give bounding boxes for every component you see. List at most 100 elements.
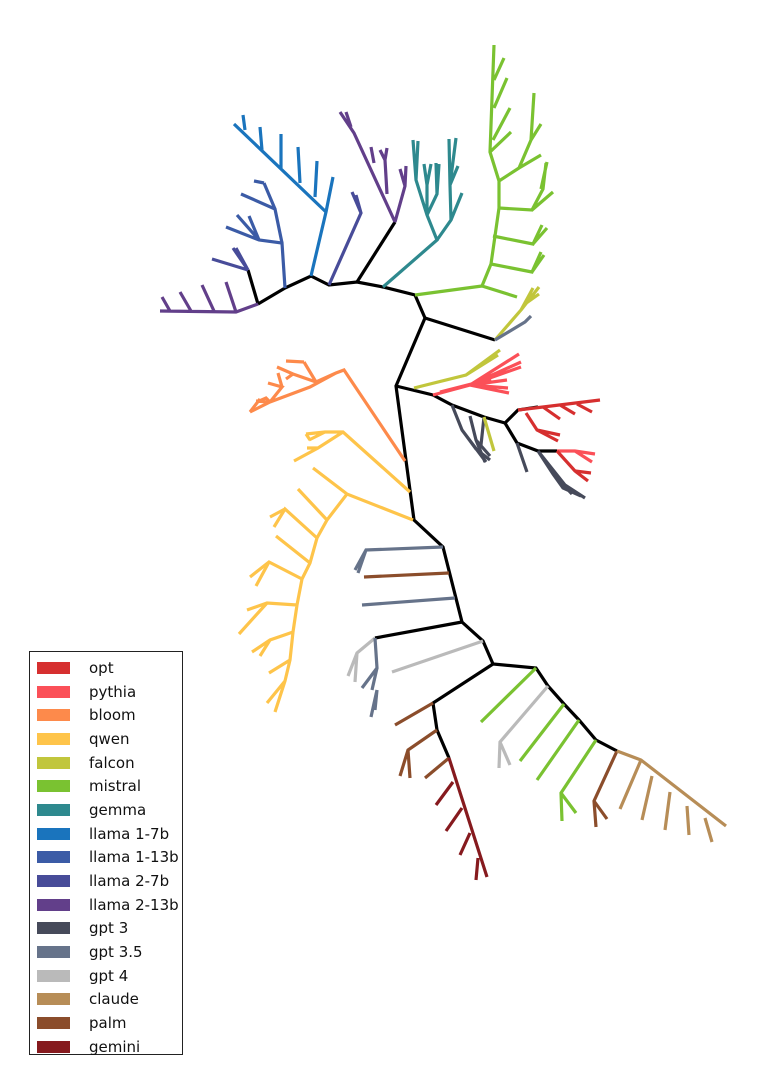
tree-branch: [159, 281, 259, 314]
tree-branch: [327, 191, 363, 286]
legend-swatch: [37, 1040, 70, 1053]
tree-branch: [232, 114, 335, 277]
tree-branch: [497, 684, 550, 769]
tree-branch: [338, 111, 408, 223]
tree-branch: [346, 636, 377, 683]
tree-branch: [413, 348, 501, 390]
legend-item: gemma: [30, 798, 182, 822]
tree-branch: [494, 314, 533, 342]
legend-swatch: [37, 732, 70, 745]
legend-label: pythia: [89, 682, 137, 701]
tree-trunk-branch: [424, 316, 496, 342]
legend-swatch: [37, 946, 70, 959]
tree-trunk-branch: [246, 269, 260, 305]
legend-label: llama 1-7b: [89, 824, 170, 843]
legend-swatch: [37, 685, 70, 698]
legend-item: opt: [30, 656, 182, 680]
legend-label: qwen: [89, 729, 130, 748]
tree-branch: [249, 359, 407, 462]
legend-label: falcon: [89, 753, 135, 772]
tree-branch: [515, 442, 529, 473]
tree-branch: [535, 719, 581, 781]
legend-swatch: [37, 756, 70, 769]
legend-label: gpt 3.5: [89, 943, 143, 962]
legend-swatch: [37, 780, 70, 793]
tree-branch: [423, 756, 451, 780]
legend-swatch: [37, 1017, 70, 1030]
tree-branch: [432, 352, 522, 397]
tree-branch: [248, 398, 269, 413]
tree-trunk-branch: [503, 422, 557, 453]
legend-swatch: [37, 922, 70, 935]
legend-item: pythia: [30, 680, 182, 704]
tree-branch: [559, 739, 598, 822]
tree-branch: [450, 404, 492, 463]
tree-trunk-branch: [395, 384, 539, 425]
tree-branch: [353, 545, 444, 574]
legend-item: claude: [30, 988, 182, 1012]
legend-swatch: [37, 875, 70, 888]
tree-trunk-branch: [374, 620, 463, 640]
legend-label: mistral: [89, 777, 142, 796]
tree-branch: [616, 749, 727, 843]
legend-item: llama 2-7b: [30, 869, 182, 893]
tree-branch: [225, 179, 287, 289]
legend-label: gemini: [89, 1037, 141, 1056]
legend-label: gpt 3: [89, 919, 129, 938]
legend-item: gemini: [30, 1035, 182, 1059]
tree-branch: [482, 416, 496, 452]
tree-branch: [493, 286, 541, 342]
legend-label: llama 2-7b: [89, 872, 170, 891]
tree-branch: [398, 728, 438, 779]
legend-item: falcon: [30, 751, 182, 775]
legend-swatch: [37, 803, 70, 816]
tree-branch: [479, 666, 538, 724]
tree-branch: [536, 450, 586, 500]
legend-swatch: [37, 898, 70, 911]
tree-branch: [381, 137, 464, 289]
legend-item: palm: [30, 1011, 182, 1035]
legend-item: llama 2-13b: [30, 893, 182, 917]
legend-label: opt: [89, 658, 114, 677]
tree-branch: [557, 449, 596, 464]
legend-item: qwen: [30, 727, 182, 751]
tree-branch: [391, 639, 484, 674]
tree-branch: [394, 701, 434, 727]
tree-branch: [518, 703, 566, 762]
legend-swatch: [37, 993, 70, 1006]
tree-branch: [434, 757, 489, 881]
legend: opt pythia bloom qwen falcon mistral gemma llam…: [29, 651, 183, 1056]
legend-item: gpt 3.5: [30, 940, 182, 964]
legend-label: claude: [89, 990, 139, 1009]
tree-branch: [363, 571, 450, 579]
legend-swatch: [37, 969, 70, 982]
legend-item: llama 1-13b: [30, 846, 182, 870]
legend-swatch: [37, 661, 70, 674]
legend-item: gpt 4: [30, 964, 182, 988]
tree-branch: [361, 596, 456, 607]
tree-branch: [592, 750, 619, 828]
legend-label: gemma: [89, 800, 147, 819]
legend-label: gpt 4: [89, 966, 129, 985]
legend-item: llama 1-7b: [30, 822, 182, 846]
tree-trunk-branch: [431, 662, 494, 759]
tree-trunk-branch: [355, 221, 397, 283]
tree-branch: [517, 398, 601, 443]
legend-label: llama 2-13b: [89, 895, 179, 914]
tree-branch: [211, 247, 250, 272]
legend-item: mistral: [30, 774, 182, 798]
legend-swatch: [37, 851, 70, 864]
legend-label: palm: [89, 1014, 127, 1033]
tree-branch: [237, 466, 414, 713]
legend-item: gpt 3: [30, 917, 182, 941]
tree-branch: [293, 430, 412, 494]
tree-branch: [360, 637, 379, 718]
legend-label: bloom: [89, 706, 136, 725]
tree-trunk-branch: [257, 274, 618, 753]
tree-branch: [414, 44, 555, 299]
legend-swatch: [37, 827, 70, 840]
legend-swatch: [37, 709, 70, 722]
tree-branch: [555, 449, 592, 483]
legend-item: bloom: [30, 703, 182, 727]
